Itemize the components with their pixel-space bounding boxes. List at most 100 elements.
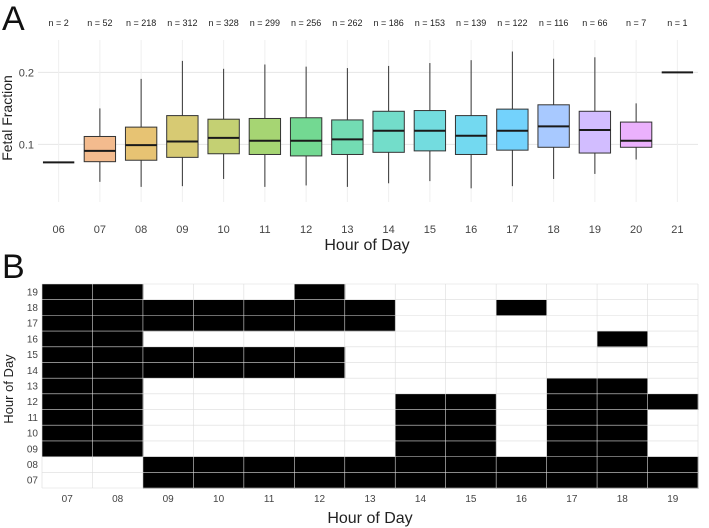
- n-count-label: n = 52: [87, 18, 112, 28]
- heatmap-cell-15-08: [92, 346, 144, 363]
- n-count-label: n = 256: [291, 18, 321, 28]
- box-16: [454, 60, 488, 189]
- n-count-label: n = 218: [126, 18, 156, 28]
- box-body: [289, 117, 323, 157]
- heatmap-x-tick-label: 11: [264, 494, 275, 505]
- box-body: [83, 135, 117, 163]
- heatmap-cell-17-10: [193, 315, 245, 332]
- heatmap-cell-18-10: [193, 299, 245, 316]
- heatmap-cell-09-17: [546, 440, 598, 458]
- n-count-label: n = 122: [497, 18, 527, 28]
- heatmap-cell-07-18: [597, 472, 648, 489]
- box-body: [207, 118, 240, 155]
- heatmap-cell-18-16: [496, 299, 548, 316]
- heatmap-cell-10-14: [395, 425, 447, 442]
- box-14: [372, 65, 405, 184]
- heatmap-x-tick-label: 07: [62, 494, 74, 505]
- boxplot-panel: n = 2 n = 52 n = 218 n = 312 n = 328 n = 299 n…: [0, 18, 698, 254]
- x-tick-label: 17: [506, 224, 518, 236]
- heatmap-cell-19-07: [42, 284, 93, 301]
- heatmap-cell-13-18: [597, 378, 648, 395]
- heatmap-cell-17-08: [92, 315, 144, 332]
- x-tick-label: 21: [671, 224, 683, 236]
- heatmap-cell-09-15: [445, 440, 497, 458]
- box-09: [166, 60, 199, 187]
- heatmap-cell-15-07: [42, 346, 93, 363]
- heatmap-cell-08-14: [395, 456, 447, 473]
- heatmap-cell-15-10: [193, 346, 245, 363]
- x-axis-title: Hour of Day: [324, 237, 409, 254]
- heatmap-cell-09-18: [597, 440, 648, 458]
- box-08: [124, 78, 158, 187]
- heatmap-y-tick-label: 13: [27, 382, 39, 393]
- heatmap-cell-19-08: [92, 284, 144, 301]
- heatmap-y-tick-label: 12: [27, 397, 39, 408]
- n-count-labels: n = 2 n = 52 n = 218 n = 312 n = 328 n = 299 n…: [48, 18, 687, 28]
- n-count-label: n = 299: [250, 18, 280, 28]
- heatmap-cell-08-12: [294, 456, 346, 473]
- heatmap-cell-17-12: [294, 315, 346, 332]
- heatmap-cell-12-17: [546, 393, 598, 410]
- heatmap-cell-08-09: [142, 456, 194, 473]
- box-body: [166, 115, 199, 158]
- heatmap-cell-18-11: [243, 299, 295, 316]
- heatmap-cell-12-18: [597, 393, 648, 410]
- x-tick-label: 19: [589, 224, 601, 236]
- box-13: [331, 68, 364, 187]
- heatmap-x-tick-label: 08: [112, 494, 124, 505]
- heatmap-cell-08-10: [193, 456, 245, 473]
- box-12: [289, 66, 323, 186]
- heatmap-cell-18-07: [42, 299, 93, 316]
- heatmap-cell-12-19: [647, 393, 699, 410]
- heatmap-x-tick-label: 17: [566, 494, 578, 505]
- heatmap-cell-10-17: [546, 425, 598, 442]
- heatmap-cell-07-11: [243, 472, 295, 489]
- x-tick-label: 08: [135, 224, 147, 236]
- box-body: [372, 110, 405, 153]
- n-count-label: n = 312: [167, 18, 197, 28]
- heatmap-cell-16-07: [42, 331, 93, 348]
- heatmap-cell-12-07: [42, 393, 93, 410]
- heatmap-cell-12-08: [92, 393, 144, 410]
- panel-b-label: B: [2, 248, 25, 286]
- heatmap-cell-08-17: [546, 456, 598, 473]
- heatmap-x-tick-label: 10: [213, 494, 225, 505]
- heatmap-cell-11-07: [42, 409, 93, 426]
- heatmap-cell-11-17: [546, 409, 598, 426]
- y-tick-label: 0.2: [19, 67, 34, 79]
- heatmap-x-tick-label: 18: [617, 494, 629, 505]
- x-tick-label: 09: [176, 224, 188, 236]
- x-tick-label: 11: [259, 224, 270, 236]
- box-17: [496, 51, 529, 187]
- heatmap-cell-11-14: [395, 409, 447, 426]
- heatmap-cell-09-07: [42, 440, 93, 458]
- heatmap-cell-07-15: [445, 472, 497, 489]
- heatmap-cell-08-18: [597, 456, 648, 473]
- heatmap-cell-17-07: [42, 315, 93, 332]
- box-body: [124, 126, 158, 161]
- heatmap-x-tick-label: 16: [516, 494, 528, 505]
- x-tick-label: 14: [383, 224, 395, 236]
- x-tick-label: 16: [465, 224, 477, 236]
- box-18: [537, 58, 570, 179]
- box-19: [578, 57, 612, 174]
- box-15: [413, 63, 447, 182]
- heatmap-cell-14-12: [294, 362, 346, 379]
- heatmap-x-tick-label: 19: [667, 494, 679, 505]
- heatmap-cell-07-19: [647, 472, 699, 489]
- box-11: [248, 64, 282, 187]
- heatmap-cell-07-09: [142, 472, 194, 489]
- box-10: [207, 68, 240, 179]
- heatmap-cell-08-13: [344, 456, 396, 473]
- x-tick-label: 13: [341, 224, 353, 236]
- n-count-label: n = 116: [539, 18, 569, 28]
- heatmap-x-tick-label: 09: [163, 494, 175, 505]
- heatmap-cell-11-18: [597, 409, 648, 426]
- heatmap-x-tick-label: 15: [465, 494, 477, 505]
- heatmap-y-tick-label: 17: [27, 319, 39, 330]
- panel-a-label: A: [2, 0, 25, 38]
- heatmap-cell-08-19: [647, 456, 699, 473]
- y-tick-labels: 0.1 0.2: [19, 67, 34, 151]
